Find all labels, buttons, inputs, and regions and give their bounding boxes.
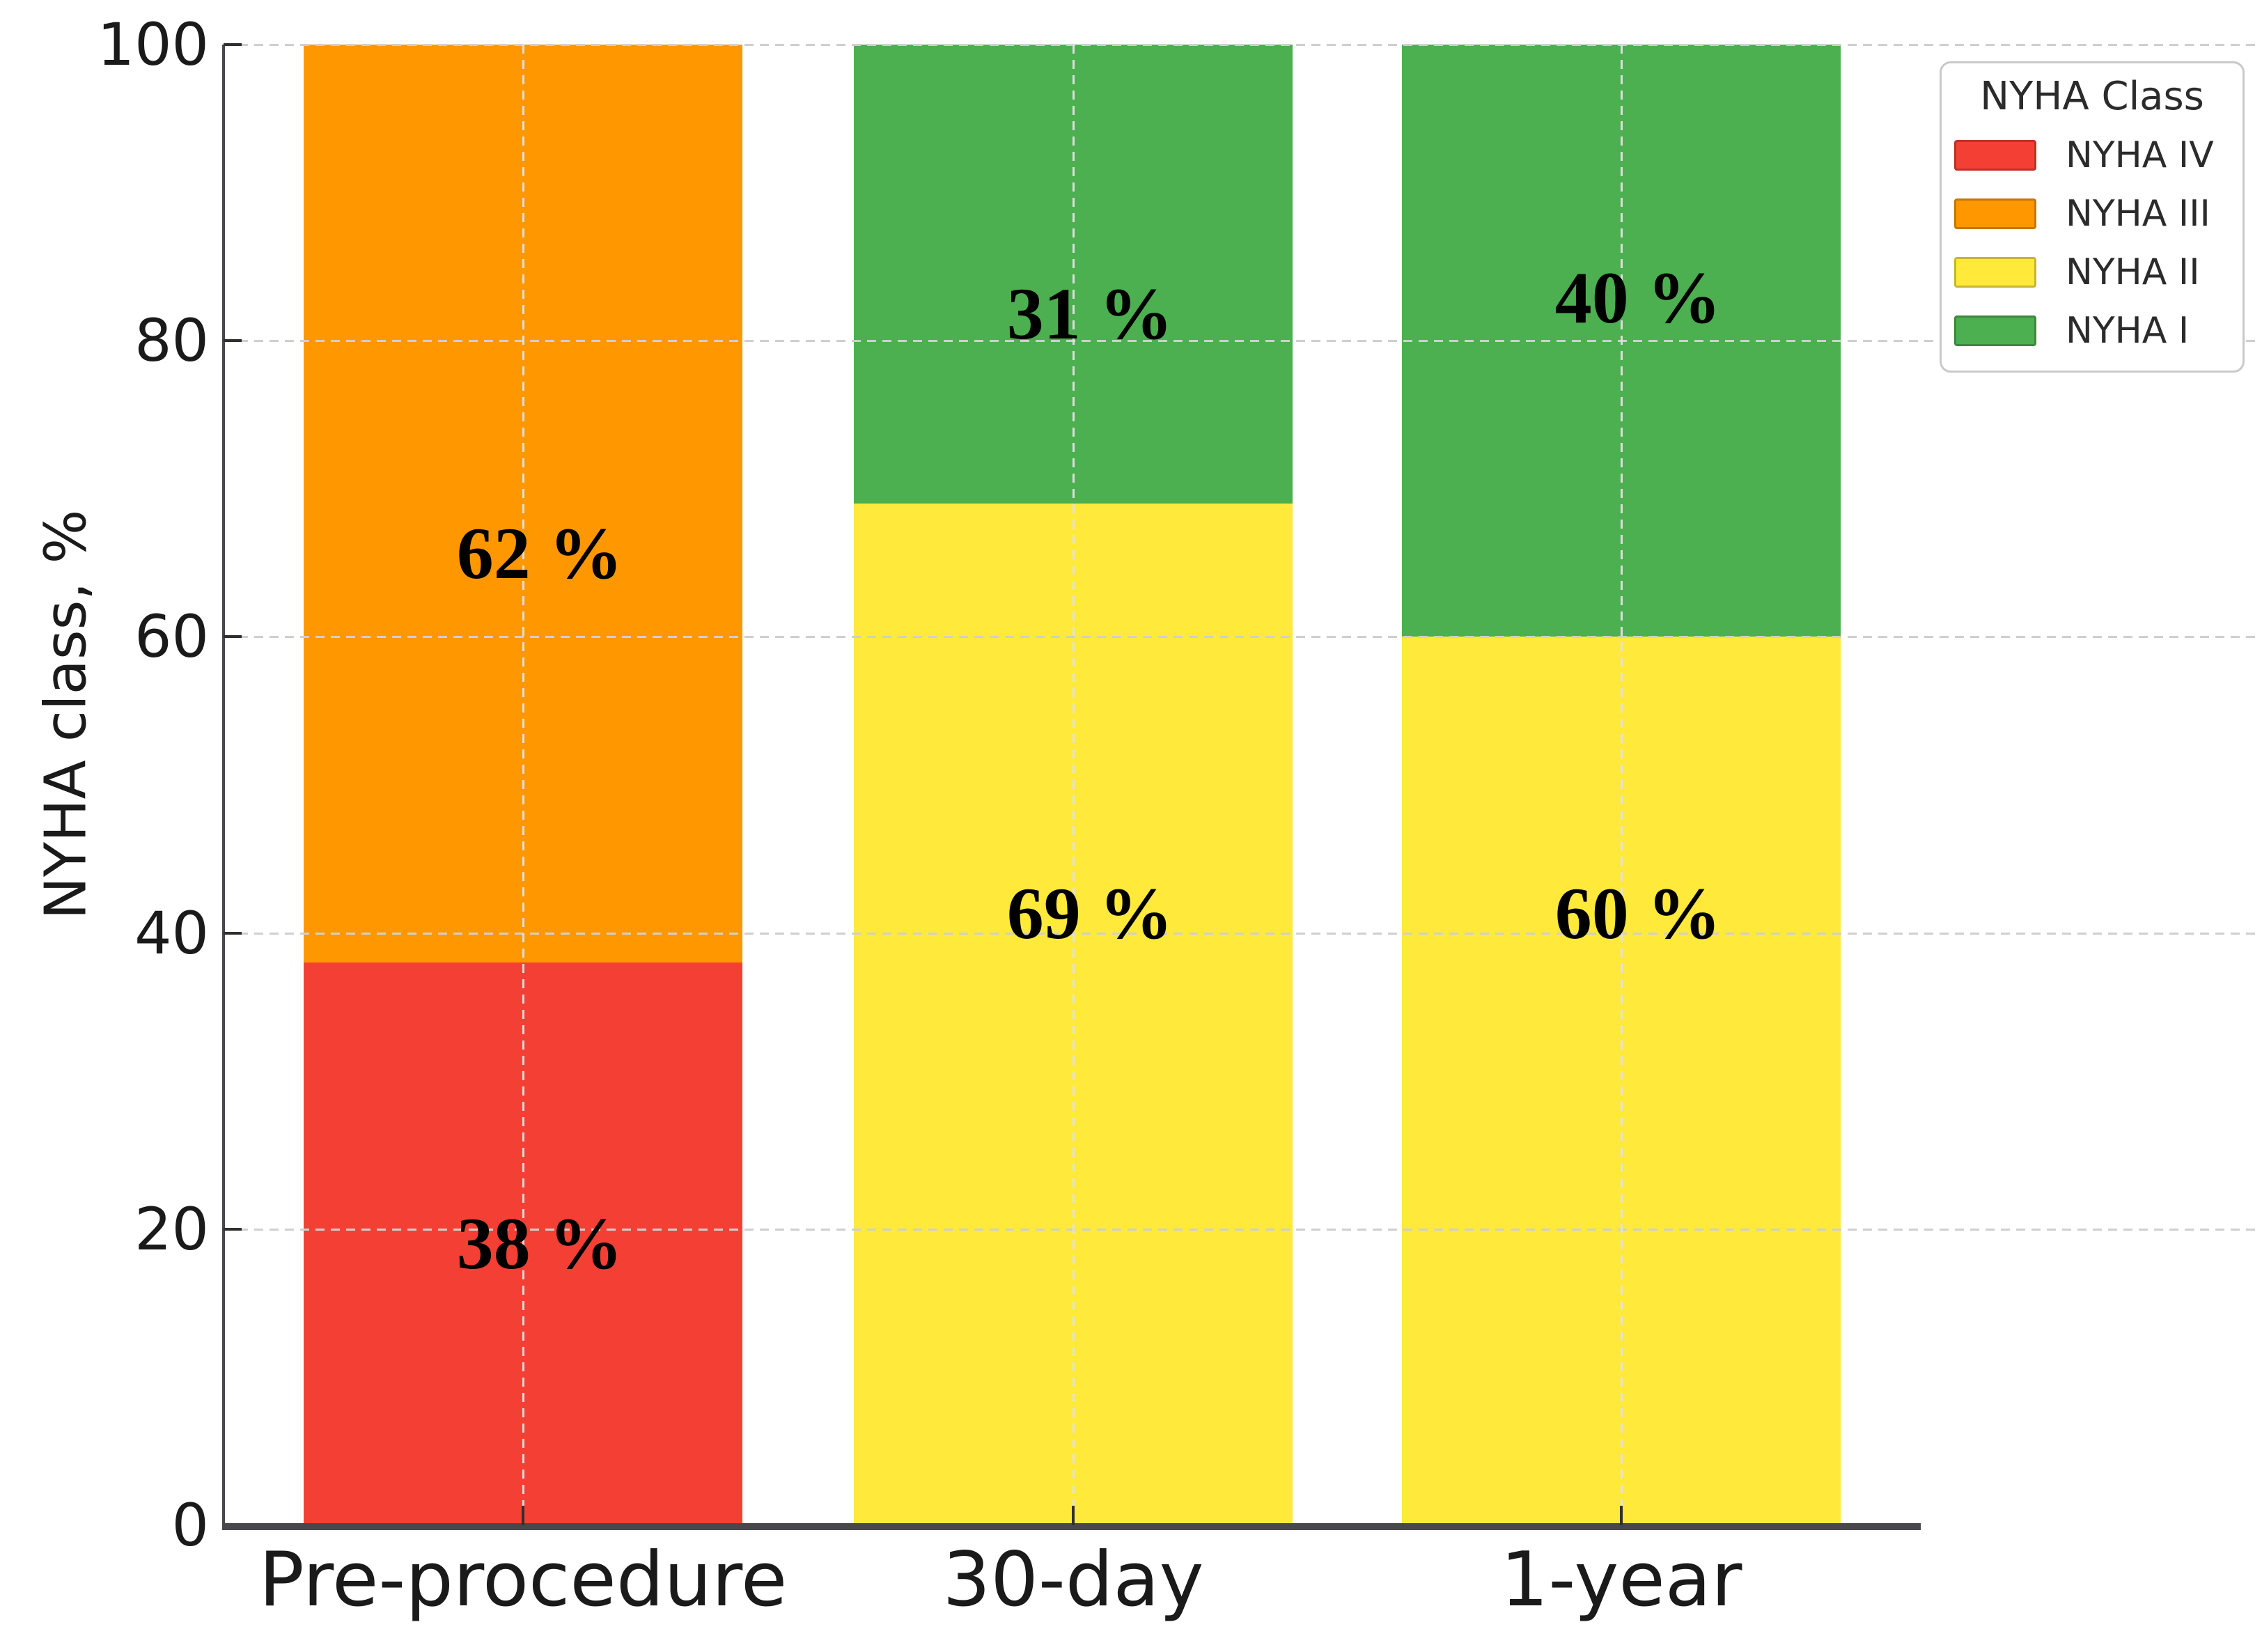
- legend-swatch: [1954, 140, 2036, 171]
- h-gridline: [224, 1228, 2256, 1231]
- x-tick-mark: [522, 1506, 524, 1525]
- v-gridline: [1072, 45, 1075, 1525]
- h-gridline: [224, 44, 2256, 46]
- bar-segment-label: 40 %: [1554, 256, 1722, 338]
- y-tick-mark: [224, 339, 242, 343]
- x-tick-label: 30-day: [942, 1536, 1204, 1623]
- legend-row: NYHA IV: [1942, 126, 2242, 185]
- x-tick-label: 1-year: [1500, 1536, 1742, 1623]
- legend-swatch: [1954, 315, 2036, 346]
- legend-rows: NYHA IV NYHA III NYHA II NYHA I: [1942, 126, 2242, 360]
- y-tick-mark: [224, 1227, 242, 1231]
- legend-row: NYHA III: [1942, 185, 2242, 243]
- y-tick-label: 60: [134, 602, 209, 671]
- bar-segment-label: 31 %: [1006, 272, 1173, 354]
- legend-swatch: [1954, 257, 2036, 288]
- legend-item-label: NYHA III: [2066, 193, 2210, 235]
- y-tick-mark: [224, 931, 242, 935]
- v-gridline: [1621, 45, 1623, 1525]
- y-axis-title: NYHA class, %: [33, 509, 100, 920]
- x-tick-label: Pre-procedure: [258, 1536, 788, 1623]
- bar-segment-label: 62 %: [456, 513, 623, 595]
- h-gridline: [224, 340, 2256, 343]
- y-tick-label: 100: [97, 10, 209, 79]
- x-tick-mark: [1072, 1506, 1075, 1525]
- legend-row: NYHA II: [1942, 243, 2242, 302]
- y-tick-label: 20: [134, 1194, 209, 1263]
- legend-swatch: [1954, 198, 2036, 229]
- y-tick-label: 0: [171, 1491, 209, 1559]
- y-tick-mark: [224, 635, 242, 639]
- y-tick-label: 40: [134, 898, 209, 967]
- legend-title: NYHA Class: [1980, 74, 2204, 119]
- v-gridline: [522, 45, 524, 1525]
- legend-item-label: NYHA II: [2066, 251, 2200, 293]
- legend-item-label: NYHA I: [2066, 310, 2190, 352]
- y-tick-label: 80: [134, 306, 209, 375]
- y-tick-mark: [224, 43, 242, 46]
- x-tick-mark: [1620, 1506, 1623, 1525]
- legend-item-label: NYHA IV: [2066, 134, 2214, 176]
- legend-row: NYHA I: [1942, 302, 2242, 360]
- legend-box: NYHA Class NYHA IV NYHA III NYHA II NYHA I: [1940, 61, 2245, 373]
- y-axis-spine: [222, 45, 225, 1530]
- bar-segment-label: 38 %: [456, 1203, 623, 1285]
- h-gridline: [224, 636, 2256, 639]
- x-axis-spine: [224, 1523, 1921, 1530]
- h-gridline: [224, 932, 2256, 935]
- bar-segment-label: 69 %: [1006, 872, 1173, 954]
- bar-segment-label: 60 %: [1554, 872, 1722, 954]
